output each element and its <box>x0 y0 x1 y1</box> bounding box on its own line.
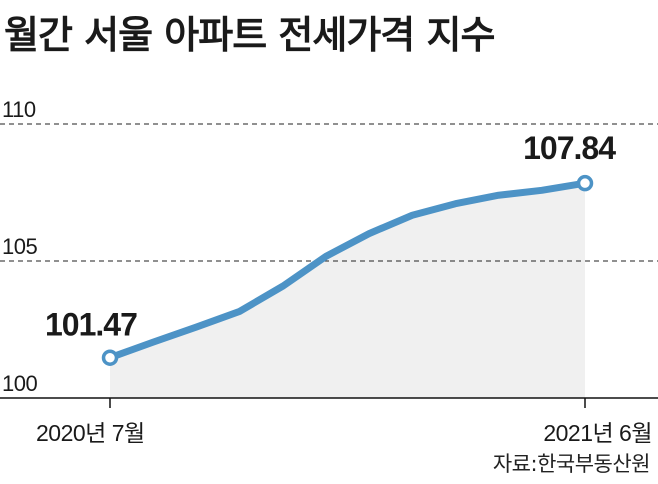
data-point-marker <box>101 349 119 366</box>
data-label: 101.47 <box>45 307 137 343</box>
area-fill <box>110 183 585 398</box>
data-point-marker <box>576 174 594 192</box>
source-note: 자료:한국부동산원 <box>492 452 651 476</box>
series-line <box>106 179 589 362</box>
y-tick-label: 110 <box>2 97 36 122</box>
chart-title: 월간 서울 아파트 전세가격 지수 <box>4 13 495 57</box>
x-tick-label: 2020년 7월 <box>36 420 145 446</box>
y-tick-label: 100 <box>2 371 37 396</box>
data-label: 107.84 <box>523 130 616 166</box>
y-tick-label: 105 <box>2 234 37 259</box>
x-tick-label: 2021년 6월 <box>543 420 652 446</box>
